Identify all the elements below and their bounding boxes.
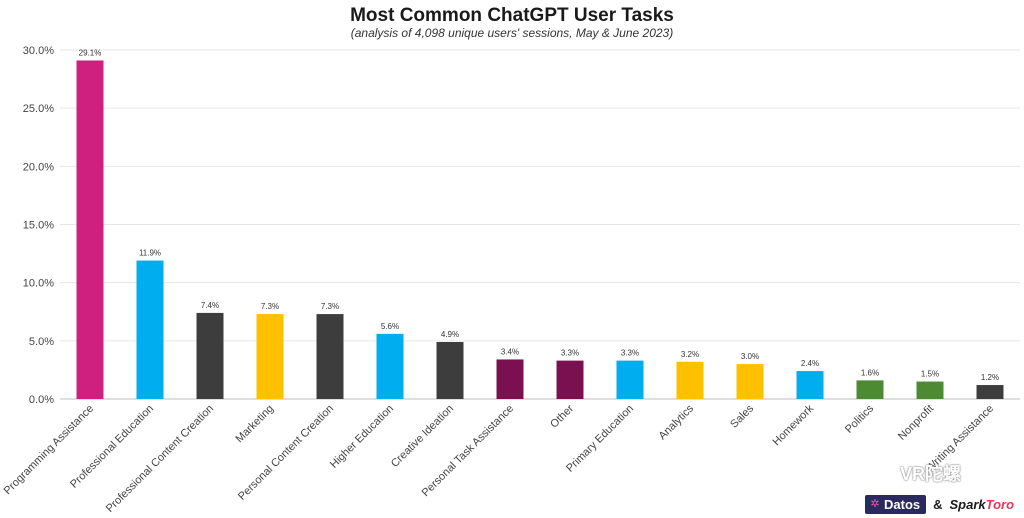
data-label: 2.4%	[801, 359, 819, 368]
y-tick-label: 25.0%	[23, 103, 54, 115]
bar	[436, 341, 464, 399]
bar	[856, 380, 884, 399]
sparktoro-logo-b: Toro	[985, 496, 1015, 512]
data-label: 29.1%	[79, 48, 102, 57]
bar	[196, 312, 224, 399]
x-tick-label: Higher Education	[328, 403, 396, 471]
data-label: 7.3%	[321, 302, 339, 311]
data-label: 1.6%	[861, 368, 879, 377]
bar	[916, 381, 944, 399]
logo-bar: ✲ Datos & SparkToro	[865, 494, 1014, 514]
datos-logo-text: Datos	[884, 496, 921, 512]
chart-title: Most Common ChatGPT User Tasks	[350, 5, 674, 26]
bar	[136, 260, 164, 399]
data-label: 5.6%	[381, 322, 399, 331]
x-tick-label: Other	[548, 402, 576, 430]
x-tick-label: Primary Education	[564, 403, 636, 475]
bar	[316, 314, 344, 399]
x-tick-label: Professional Content Creation	[104, 403, 216, 515]
bar	[376, 333, 404, 399]
bar	[736, 364, 764, 399]
data-label: 3.2%	[681, 350, 699, 359]
data-label: 3.3%	[561, 349, 579, 358]
watermark: VR陀螺	[868, 460, 961, 486]
bar	[76, 60, 104, 399]
wechat-icon	[868, 462, 894, 483]
bar	[976, 385, 1004, 399]
datos-icon: ✲	[870, 498, 880, 510]
bar	[796, 371, 824, 399]
data-label: 1.5%	[921, 370, 939, 379]
bar	[676, 361, 704, 399]
watermark-text: VR陀螺	[900, 464, 962, 484]
y-tick-label: 5.0%	[29, 336, 54, 348]
x-tick-label: Marketing	[233, 403, 276, 446]
bar	[556, 360, 584, 399]
data-label: 7.3%	[261, 302, 279, 311]
bar	[496, 359, 524, 399]
y-tick-label: 0.0%	[29, 394, 54, 406]
y-tick-label: 20.0%	[23, 161, 54, 173]
bar	[616, 360, 644, 399]
x-tick-label: Politics	[843, 402, 876, 435]
x-tick-label: Sales	[728, 402, 756, 430]
chart-subtitle: (analysis of 4,098 unique users' session…	[350, 26, 674, 40]
data-label: 7.4%	[201, 301, 219, 310]
x-tick-label: Homework	[770, 402, 816, 448]
y-tick-label: 15.0%	[23, 220, 54, 232]
sparktoro-logo: SparkToro	[950, 497, 1015, 512]
data-label: 3.3%	[621, 349, 639, 358]
x-tick-label: Nonprofit	[896, 403, 936, 443]
ampersand: &	[933, 496, 943, 512]
y-tick-label: 10.0%	[23, 278, 54, 290]
data-label: 1.2%	[981, 373, 999, 382]
x-tick-label: Creative Ideation	[389, 403, 456, 470]
data-label: 11.9%	[139, 249, 161, 258]
data-label: 3.0%	[741, 352, 759, 361]
y-tick-label: 30.0%	[23, 45, 54, 57]
bar	[256, 314, 284, 399]
data-label: 3.4%	[501, 347, 519, 356]
sparktoro-logo-a: Spark	[949, 496, 986, 512]
x-tick-label: Personal Content Creation	[236, 403, 336, 503]
datos-logo: ✲ Datos	[865, 494, 927, 514]
data-label: 4.9%	[441, 330, 459, 339]
x-tick-label: Analytics	[657, 402, 697, 442]
